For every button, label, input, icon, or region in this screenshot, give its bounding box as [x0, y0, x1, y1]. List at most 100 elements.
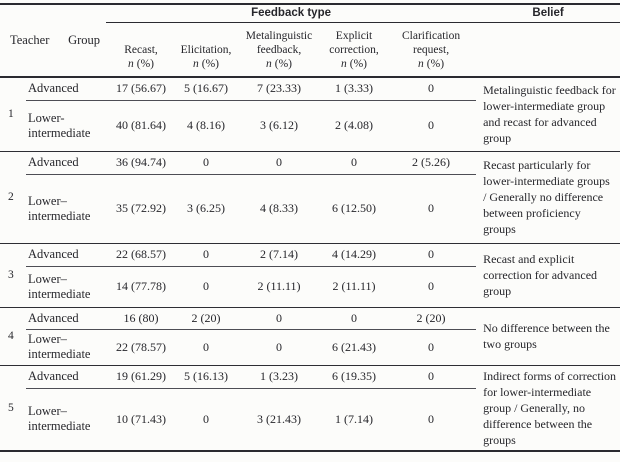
value-recast: 14 (77.78) — [106, 266, 177, 308]
value-elicitation: 5 (16.67) — [176, 77, 237, 101]
percent-label: (%) — [274, 58, 293, 70]
value-clarification-request: 0 — [386, 329, 477, 366]
header-group-row: Teacher Group Feedback type Belief — [0, 4, 620, 78]
column-label: Explicit correction, — [329, 30, 379, 56]
column-header-clarification-request: Clarification request, n (%) — [386, 22, 477, 78]
group-label-line2: intermediate — [28, 347, 91, 361]
value-clarification-request: 0 — [386, 77, 477, 101]
value-clarification-request: 0 — [386, 365, 477, 390]
header-group: Group — [68, 33, 101, 47]
value-clarification-request: 0 — [386, 266, 477, 308]
group-label-advanced: Advanced — [26, 151, 107, 175]
value-clarification-request: 0 — [386, 388, 477, 452]
table-row: Lower– intermediate 35 (72.92) 3 (6.25) … — [0, 174, 620, 244]
teacher-number: 3 — [0, 243, 26, 308]
column-label: Elicitation, — [180, 44, 232, 56]
value-clarification-request: 2 (5.26) — [386, 151, 477, 175]
percent-label: (%) — [201, 58, 220, 70]
group-label-line1: Lower- — [28, 110, 65, 125]
n-variable: n — [341, 58, 347, 70]
group-label-lower: Lower– intermediate — [26, 329, 107, 366]
value-metalinguistic: 0 — [236, 151, 323, 175]
column-header-explicit-correction: Explicit correction, n (%) — [322, 22, 387, 78]
belief-text: Recast particularly for lower-intermedia… — [476, 151, 620, 244]
teacher-number: 4 — [0, 307, 26, 366]
table-row: Lower– intermediate 14 (77.78) 0 2 (11.1… — [0, 266, 620, 308]
table-row: 5 Advanced 19 (61.29) 5 (16.13) 1 (3.23)… — [0, 365, 620, 452]
column-header-row: Recast, n (%) Elicitation, n (%) Metalingu… — [0, 22, 620, 78]
value-elicitation: 0 — [176, 243, 237, 267]
value-recast: 36 (94.74) — [106, 151, 177, 175]
value-elicitation: 0 — [176, 388, 237, 452]
table-row: 1 Advanced 17 (56.67) 5 (16.67) 7 (23.33… — [0, 77, 620, 152]
group-label-line1: Lower– — [28, 271, 67, 286]
n-variable: n — [193, 58, 199, 70]
value-elicitation: 2 (20) — [176, 307, 237, 330]
belief-text: Metalinguistic feedback for lower-interm… — [476, 77, 620, 152]
group-label-line2: intermediate — [28, 286, 91, 301]
value-elicitation: 0 — [176, 266, 237, 308]
value-metalinguistic: 2 (11.11) — [236, 266, 323, 308]
table-row: Lower– intermediate 10 (71.43) 0 3 (21.4… — [0, 388, 620, 452]
group-label-advanced: Advanced — [26, 77, 107, 101]
table-row: Lower- intermediate 40 (81.64) 4 (8.16) … — [0, 100, 620, 152]
teacher-number: 1 — [0, 77, 26, 152]
value-elicitation: 0 — [176, 151, 237, 175]
belief-text: Indirect forms of correction for lower-i… — [476, 365, 620, 452]
value-explicit-correction: 0 — [322, 151, 387, 175]
group-label-line2: intermediate — [28, 419, 91, 434]
header-belief: Belief — [476, 4, 620, 23]
value-explicit-correction: 4 (14.29) — [322, 243, 387, 267]
percent-label: (%) — [136, 58, 155, 70]
n-variable: n — [418, 58, 424, 70]
column-label: Recast, — [124, 44, 158, 56]
group-label-lower: Lower– intermediate — [26, 266, 107, 308]
group-label-line2: intermediate — [28, 208, 91, 223]
header-feedback-type: Feedback type — [106, 4, 477, 23]
value-metalinguistic: 7 (23.33) — [236, 77, 323, 101]
results-table: Teacher Group Feedback type Belief Recas… — [0, 3, 620, 452]
group-label-lower: Lower– intermediate — [26, 174, 107, 244]
belief-header-spacer — [476, 22, 620, 78]
value-elicitation: 5 (16.13) — [176, 365, 237, 390]
group-label-line1: Lower– — [28, 332, 67, 346]
value-recast: 17 (56.67) — [106, 77, 177, 101]
value-clarification-request: 2 (20) — [386, 307, 477, 330]
value-elicitation: 4 (8.16) — [176, 100, 237, 152]
group-label-lower: Lower- intermediate — [26, 100, 107, 152]
value-metalinguistic: 1 (3.23) — [236, 365, 323, 390]
value-metalinguistic: 0 — [236, 307, 323, 330]
value-explicit-correction: 2 (4.08) — [322, 100, 387, 152]
column-header-metalinguistic-feedback: Metalinguistic feedback, n (%) — [236, 22, 323, 78]
value-recast: 40 (81.64) — [106, 100, 177, 152]
value-recast: 10 (71.43) — [106, 388, 177, 452]
value-elicitation: 3 (6.25) — [176, 174, 237, 244]
value-metalinguistic: 2 (7.14) — [236, 243, 323, 267]
belief-text: Recast and explicit correction for advan… — [476, 243, 620, 308]
value-recast: 22 (68.57) — [106, 243, 177, 267]
column-label: Clarification request, — [401, 30, 461, 56]
value-explicit-correction: 1 (3.33) — [322, 77, 387, 101]
value-clarification-request: 0 — [386, 174, 477, 244]
percent-label: (%) — [349, 58, 368, 70]
column-header-elicitation: Elicitation, n (%) — [176, 22, 237, 78]
value-recast: 22 (78.57) — [106, 329, 177, 366]
table-row: 4 Advanced 16 (80) 2 (20) 0 0 2 (20) No … — [0, 307, 620, 366]
header-teacher-group: Teacher Group — [0, 4, 107, 78]
n-variable: n — [128, 58, 134, 70]
group-label-advanced: Advanced — [26, 307, 107, 330]
value-recast: 19 (61.29) — [106, 365, 177, 390]
table-row: Lower– intermediate 22 (78.57) 0 0 6 (21… — [0, 329, 620, 366]
value-explicit-correction: 1 (7.14) — [322, 388, 387, 452]
value-clarification-request: 0 — [386, 100, 477, 152]
header-teacher: Teacher — [10, 33, 50, 47]
value-elicitation: 0 — [176, 329, 237, 366]
teacher-number: 5 — [0, 365, 26, 452]
value-explicit-correction: 2 (11.11) — [322, 266, 387, 308]
value-clarification-request: 0 — [386, 243, 477, 267]
belief-text: No difference between the two groups — [476, 307, 620, 366]
value-recast: 16 (80) — [106, 307, 177, 330]
teacher-number: 2 — [0, 151, 26, 244]
n-variable: n — [266, 58, 272, 70]
column-label: Metalinguistic feedback, — [245, 30, 313, 56]
